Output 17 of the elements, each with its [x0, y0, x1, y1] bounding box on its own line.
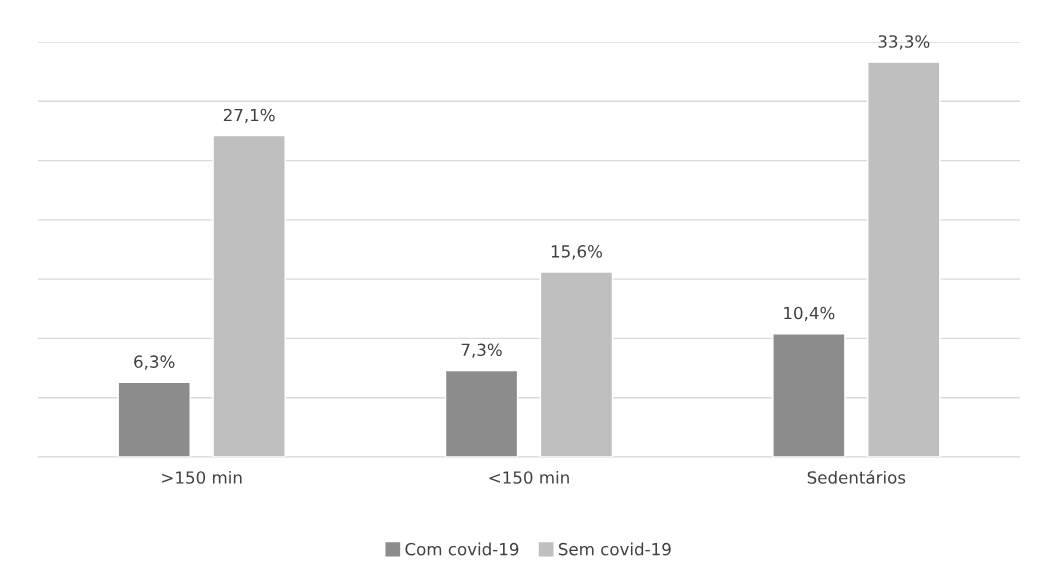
data-label: 10,4% — [784, 306, 835, 322]
data-label: 7,3% — [461, 343, 502, 358]
bar — [117, 381, 191, 457]
x-tick-label: >150 min — [162, 470, 242, 484]
bar — [772, 332, 846, 457]
legend-label: Sem covid-19 — [558, 542, 671, 556]
bar — [539, 271, 614, 457]
bar — [212, 134, 286, 457]
bar — [867, 61, 941, 457]
data-label: 33,3% — [878, 35, 930, 50]
x-tick-label: Sedentários — [807, 470, 906, 484]
bar — [444, 369, 519, 457]
legend-label: Com covid-19 — [405, 542, 519, 556]
data-label: 27,1% — [223, 108, 275, 124]
data-label: 6,3% — [134, 355, 175, 370]
data-label: 15,6% — [551, 245, 603, 260]
x-tick-label: <150 min — [489, 470, 569, 484]
